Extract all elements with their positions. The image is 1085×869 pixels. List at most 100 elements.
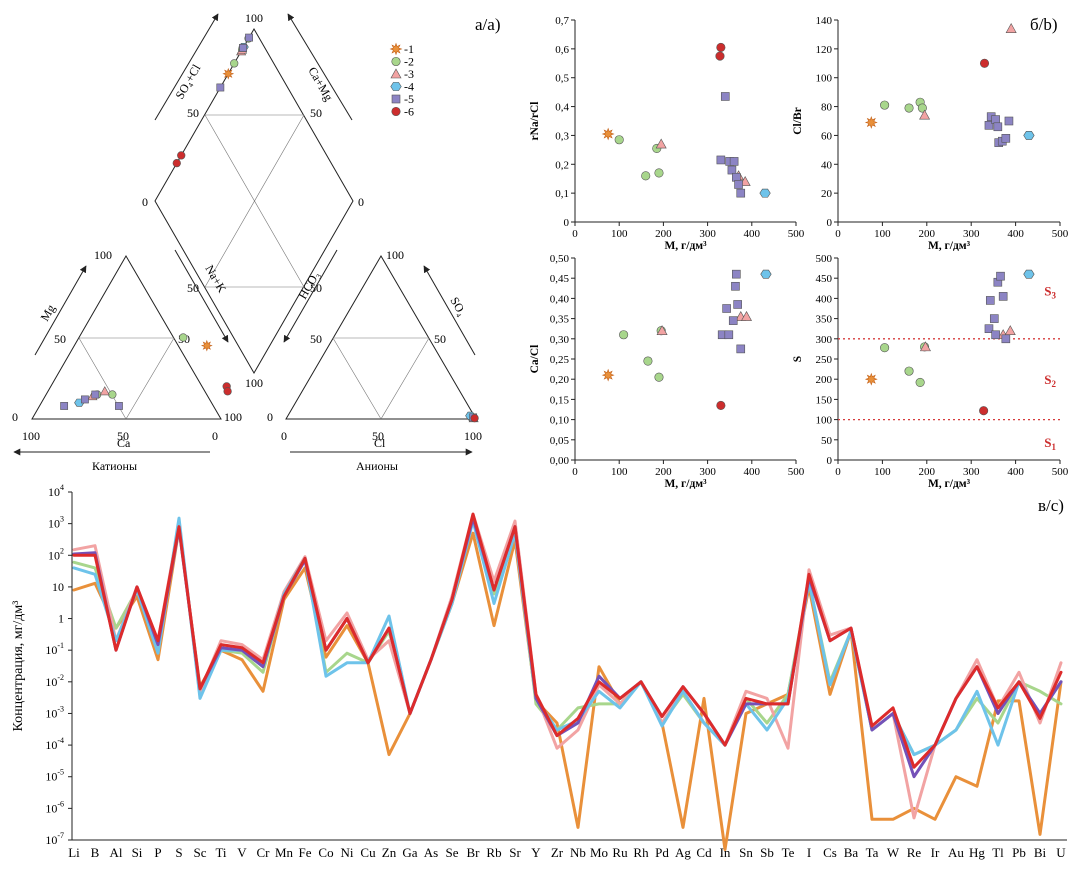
x-tick-label: Ir	[931, 845, 940, 860]
y-tick-label: 10-5	[45, 768, 64, 784]
y-tick-label: 200	[816, 374, 833, 386]
data-point	[996, 271, 1005, 281]
x-tick-label: Ta	[866, 845, 879, 860]
data-point	[880, 100, 890, 110]
x-tick-label: Rh	[633, 845, 649, 860]
data-point	[989, 314, 999, 323]
y-tick-label: 10	[52, 580, 64, 594]
cl-label: Cl	[374, 436, 386, 450]
series-line-6	[72, 512, 1063, 769]
y-tick-label: 20	[821, 188, 833, 200]
y-tick-label: 10-2	[45, 673, 64, 689]
legend-label-1: -1	[404, 42, 414, 56]
x-axis-label: M, г/дм³	[928, 240, 971, 252]
y-tick-label: 10-6	[45, 799, 64, 815]
x-tick-label: Se	[446, 845, 459, 860]
data-point	[715, 51, 725, 61]
panel-label-c: в/c)	[1038, 496, 1064, 515]
anions-tick-top: 100	[386, 248, 404, 262]
data-point	[919, 109, 931, 120]
scatter-plot-1: 0 0,1 0,2 0,3 0,4 0,5 0,6 0,7 0 100 200 300 400 500 M,…	[529, 15, 805, 252]
x-tick-label: Ag	[675, 845, 691, 860]
x-tick-label: 300	[963, 466, 980, 478]
x-tick-label: 200	[919, 466, 936, 478]
data-point	[993, 122, 1003, 132]
x-tick-label: Au	[948, 845, 964, 860]
x-tick-label: Sr	[509, 845, 521, 860]
data-point	[727, 165, 737, 175]
data-point	[736, 344, 746, 354]
data-point	[716, 42, 726, 52]
data-point	[991, 330, 1000, 340]
x-tick-label: 0	[835, 466, 841, 478]
camg-arrow	[287, 13, 353, 121]
diamond-tick-mid-right: 50	[310, 106, 322, 120]
x-tick-label: Zr	[551, 845, 564, 860]
legend-label-4: -4	[404, 80, 414, 94]
cations-title: Катионы	[92, 459, 137, 473]
data-point	[729, 157, 739, 166]
data-point	[985, 296, 995, 305]
x-tick-label: 300	[699, 466, 716, 478]
cations-tick-top: 100	[94, 248, 112, 262]
cations-tick-bottom-right: 0	[212, 429, 218, 443]
y-axis-label: Концентрация, мг/дм³	[11, 601, 26, 732]
x-tick-label: Ba	[844, 845, 859, 860]
y-tick-label: 103	[48, 515, 64, 531]
y-tick-label: 80	[821, 102, 833, 114]
x-tick-label: B	[91, 845, 100, 860]
diamond-tick-top: 100	[245, 11, 263, 25]
data-point	[614, 135, 624, 145]
x-tick-label: 300	[699, 228, 716, 240]
data-point	[1001, 134, 1011, 143]
x-tick-label: Cd	[696, 845, 712, 860]
x-tick-label: 400	[1007, 466, 1024, 478]
data-point	[880, 343, 890, 353]
anions-title: Анионы	[356, 459, 398, 473]
data-point	[728, 316, 738, 325]
y-axis-label: Ca/Cl	[529, 345, 541, 374]
y-tick-label: 10-1	[45, 641, 64, 657]
piper-cations: 100 0 100 50 50 100 50 0 Mg Ca Катионы	[12, 248, 242, 473]
x-tick-label: 0	[835, 228, 841, 240]
y-tick-label: 400	[816, 293, 833, 305]
x-tick-label: Re	[907, 845, 922, 860]
anions-tick-right: 100	[464, 429, 482, 443]
y-axis-label: S	[792, 356, 804, 362]
diamond-outline	[154, 27, 354, 375]
legend-marker-3	[390, 68, 402, 79]
so4-label: SO₄	[447, 295, 469, 319]
data-point	[736, 188, 746, 198]
x-tick-label: 500	[1052, 466, 1069, 478]
data-point	[998, 292, 1008, 301]
data-point	[619, 330, 629, 340]
y-tick-label: 50	[821, 435, 833, 447]
hco3-arrow	[283, 249, 338, 343]
x-tick-label: Cr	[257, 845, 271, 860]
series-line-2	[72, 516, 1063, 757]
x-axis-label: M, г/дм³	[664, 478, 707, 490]
x-tick-label: Al	[110, 845, 123, 860]
y-tick-label: 0,15	[550, 394, 570, 406]
data-point	[1001, 334, 1011, 344]
legend-marker-1	[389, 42, 403, 56]
data-point	[716, 400, 726, 411]
diamond-tick-bottom: 100	[245, 376, 263, 390]
y-tick-label: 0,25	[550, 354, 570, 366]
zone-label: S3	[1044, 283, 1056, 300]
x-tick-label: Y	[531, 845, 541, 860]
data-point	[1004, 116, 1014, 126]
x-tick-label: 200	[655, 466, 672, 478]
legend-label-3: -3	[404, 67, 414, 81]
data-point	[720, 92, 730, 101]
x-tick-label: Sb	[760, 845, 774, 860]
x-tick-label: Cs	[823, 845, 837, 860]
y-tick-label: 0,35	[550, 314, 570, 326]
y-tick-label: 0,7	[555, 15, 569, 27]
x-tick-label: 0	[572, 228, 578, 240]
data-point	[979, 58, 990, 68]
anions-tick-mid-left: 50	[310, 332, 322, 346]
y-tick-label: 0,6	[555, 44, 569, 56]
x-tick-label: Cu	[360, 845, 376, 860]
data-point	[979, 406, 989, 416]
